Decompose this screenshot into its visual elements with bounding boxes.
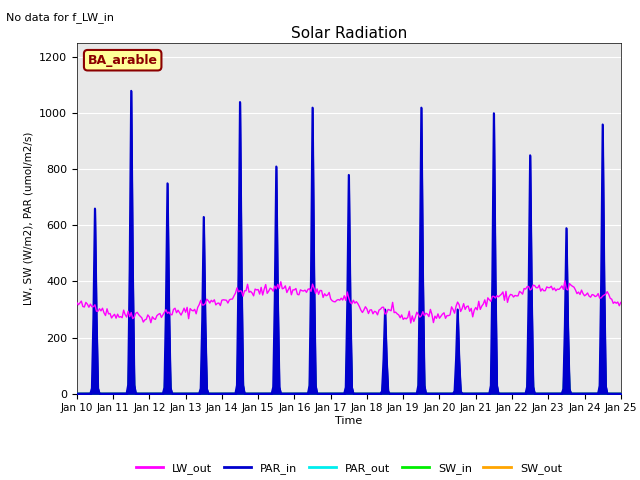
Text: BA_arable: BA_arable [88, 54, 157, 67]
Title: Solar Radiation: Solar Radiation [291, 25, 407, 41]
Legend: LW_out, PAR_in, PAR_out, SW_in, SW_out: LW_out, PAR_in, PAR_out, SW_in, SW_out [131, 459, 566, 479]
Y-axis label: LW, SW (W/m2), PAR (umol/m2/s): LW, SW (W/m2), PAR (umol/m2/s) [24, 132, 33, 305]
Text: No data for f_LW_in: No data for f_LW_in [6, 12, 115, 23]
X-axis label: Time: Time [335, 416, 362, 426]
